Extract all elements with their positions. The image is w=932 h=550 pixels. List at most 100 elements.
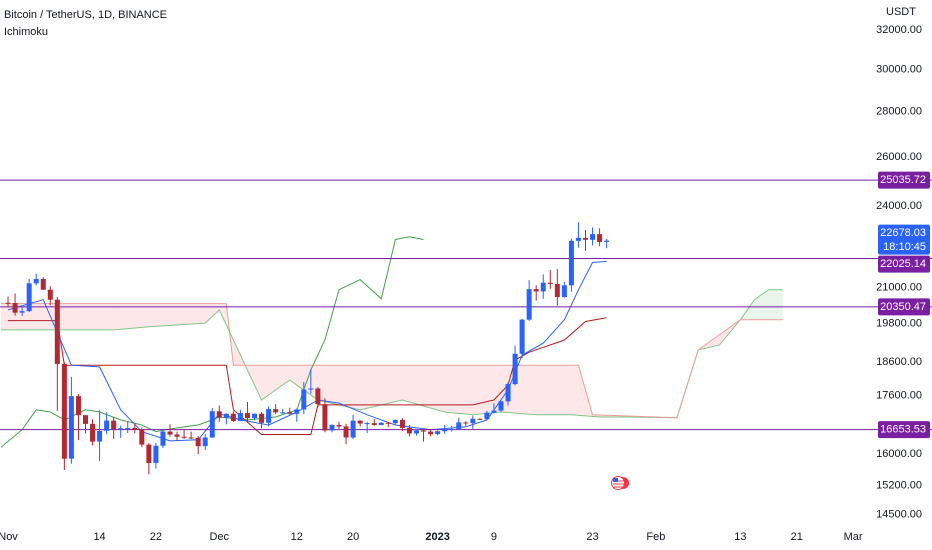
x-tick-label: 21	[791, 531, 803, 543]
cloud-fill	[444, 365, 473, 415]
cloud-fill	[148, 303, 206, 327]
y-tick-label: 16000.00	[876, 448, 922, 460]
events-icon[interactable]	[611, 476, 630, 490]
cloud-fill	[261, 365, 290, 400]
candle-body	[139, 429, 145, 445]
cloud-layer	[0, 289, 783, 418]
candle-body	[153, 445, 159, 463]
candle-body	[33, 278, 39, 284]
candle-body	[350, 420, 356, 438]
candle-body	[378, 422, 384, 425]
candle-body	[392, 419, 398, 424]
candle-body	[590, 234, 596, 240]
candle-body	[160, 431, 166, 446]
cloud-fill	[536, 365, 572, 415]
cloud-fill	[754, 289, 769, 320]
candle-body	[575, 237, 581, 241]
y-tick-label: 15200.00	[876, 479, 922, 491]
candle-body	[449, 428, 455, 430]
candle-body	[554, 283, 560, 298]
candle-body	[68, 396, 74, 459]
cloud-fill	[472, 365, 501, 415]
candle-body	[301, 389, 307, 410]
price-text: 25035.72	[880, 174, 926, 186]
candle-body	[547, 282, 553, 284]
levels-layer	[0, 179, 932, 431]
candle-body	[428, 431, 434, 435]
span-a-line	[1, 289, 783, 419]
level-label: 20350.47	[878, 298, 930, 316]
cloud-fill	[317, 365, 361, 410]
cloud-fill	[205, 303, 220, 324]
candle-body	[540, 282, 546, 292]
candle-body	[216, 411, 222, 418]
candle-body	[322, 404, 328, 431]
level-label: 22025.14	[878, 255, 930, 273]
level-label: 16653.53	[878, 421, 930, 439]
candle-body	[477, 418, 483, 420]
candle-body	[97, 430, 103, 442]
x-tick-label: 9	[491, 531, 497, 543]
candles-layer	[5, 222, 610, 475]
candle-body	[111, 420, 117, 430]
candle-body	[406, 427, 412, 434]
boxes-layer: 25035.72 22678.03 18:10:45 22025.14 20350.47…	[878, 171, 930, 439]
candle-body	[568, 240, 574, 286]
candle-body	[315, 388, 321, 405]
candle-body	[526, 289, 532, 320]
candle-body	[188, 437, 194, 439]
candle-body	[75, 396, 81, 416]
price-text: 22025.14	[880, 258, 926, 270]
candle-body	[209, 411, 215, 438]
candle-body	[61, 363, 67, 459]
y-tick-label: 30000.00	[876, 63, 922, 75]
price-text: 20350.47	[880, 301, 926, 313]
axis-layer: 32000.00 30000.00 28000.00 26000.00 24000.00…	[0, 24, 922, 543]
candle-body	[413, 430, 419, 434]
candle-body	[12, 303, 18, 313]
indicator-label: Ichimoku	[4, 26, 48, 38]
candle-body	[54, 299, 60, 364]
candle-body	[230, 413, 236, 421]
span-b-line	[1, 303, 783, 419]
candle-body	[371, 423, 377, 425]
x-tick-label: 13	[734, 531, 746, 543]
candle-body	[491, 410, 497, 413]
x-tick-label: Mar	[844, 531, 863, 543]
x-tick-label: 12	[291, 531, 303, 543]
y-tick-label: 14500.00	[876, 508, 922, 520]
y-tick-label: 19800.00	[876, 318, 922, 330]
x-tick-label: 23	[586, 531, 598, 543]
label-box	[878, 171, 930, 189]
candle-body	[266, 409, 272, 423]
candle-body	[435, 431, 441, 435]
candle-body	[259, 413, 265, 423]
label-box	[878, 421, 930, 439]
y-tick-label: 32000.00	[876, 24, 922, 36]
candle-body	[82, 415, 88, 424]
candle-body	[442, 428, 448, 432]
candle-body	[252, 413, 258, 419]
lines-layer	[0, 236, 783, 448]
label-box	[878, 224, 930, 255]
base-line	[8, 317, 607, 435]
candle-body	[280, 412, 286, 414]
candle-body	[125, 427, 131, 429]
candle-body	[308, 388, 314, 390]
candle-body	[40, 278, 46, 290]
candle-body	[597, 234, 603, 242]
candle-body	[421, 430, 427, 432]
candle-body	[5, 302, 11, 304]
x-tick-label: Feb	[646, 531, 665, 543]
candle-body	[484, 412, 490, 420]
candle-body	[343, 426, 349, 438]
x-tick-label: Nov	[0, 531, 18, 543]
candle-body	[90, 423, 96, 442]
y-tick-label: 21000.00	[876, 282, 922, 294]
cloud-fill	[219, 303, 227, 325]
price-text: 16653.53	[880, 424, 926, 436]
y-tick-label: 24000.00	[876, 200, 922, 212]
x-tick-label: 2023	[425, 531, 449, 543]
chart-title: Bitcoin / TetherUS, 1D, BINANCE	[4, 9, 167, 21]
